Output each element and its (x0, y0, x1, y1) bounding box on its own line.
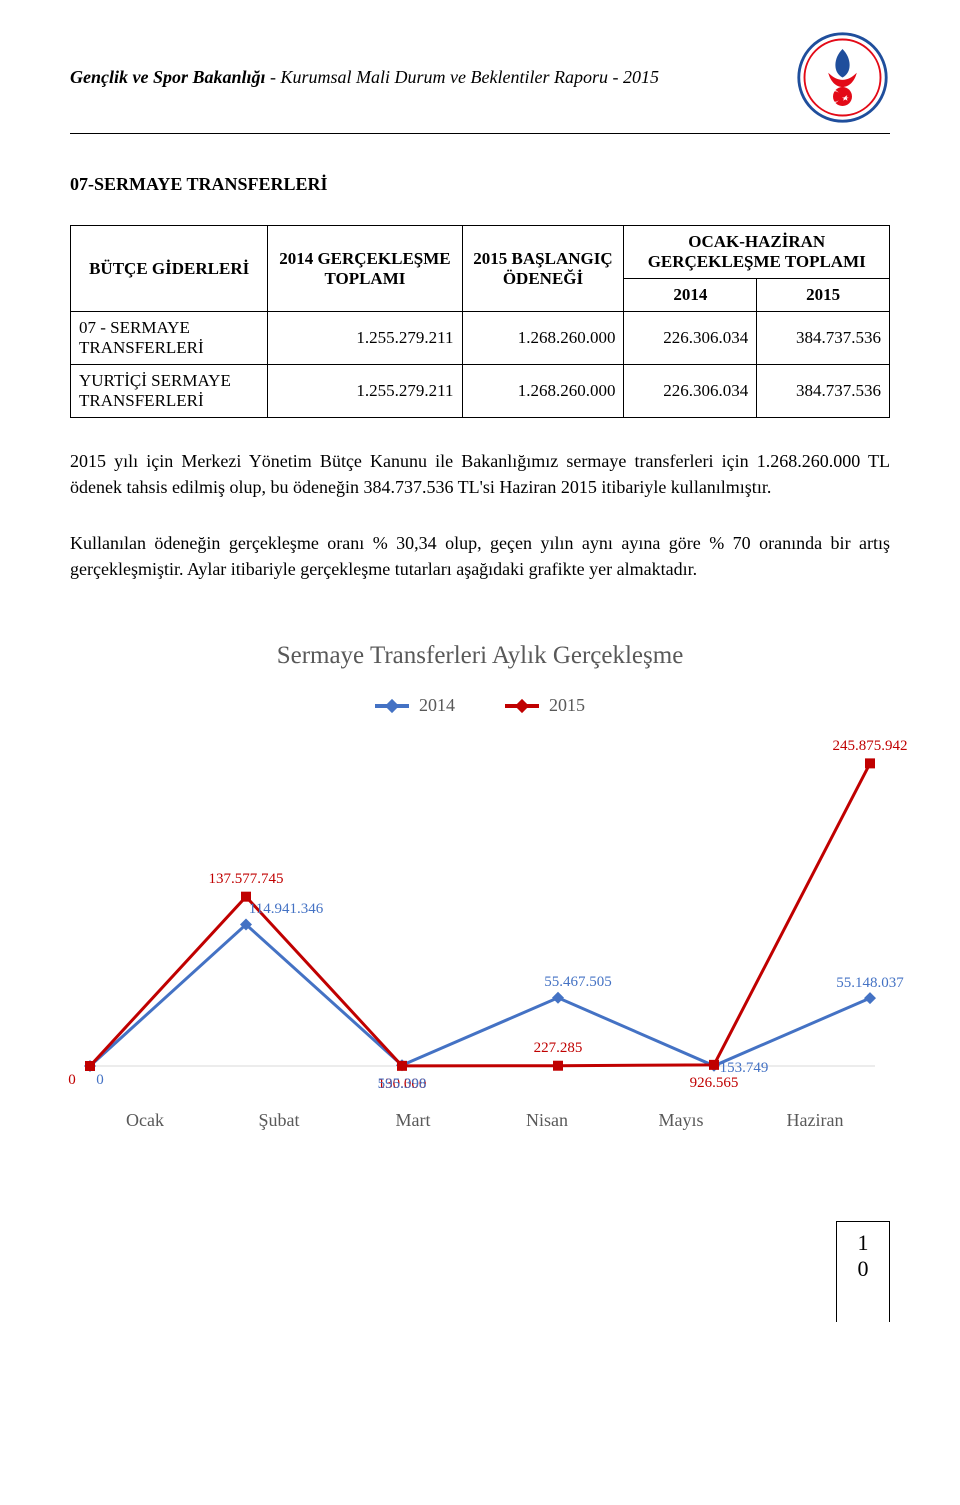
page-number-digit: 0 (837, 1256, 889, 1282)
report-name: - Kurumsal Mali Durum ve Beklentiler Rap… (266, 67, 659, 87)
cell-value: 384.737.536 (757, 365, 890, 418)
col-header-2014-toplami: 2014 GERÇEKLEŞME TOPLAMI (268, 226, 462, 312)
cell-value: 1.268.260.000 (462, 312, 624, 365)
page-header: Gençlik ve Spor Bakanlığı - Kurumsal Mal… (70, 30, 890, 125)
legend-label: 2014 (419, 695, 455, 716)
header-divider (70, 133, 890, 134)
chart-title: Sermaye Transferleri Aylık Gerçekleşme (70, 642, 890, 670)
col-header-giderleri: BÜTÇE GİDERLERİ (71, 226, 268, 312)
chart-data-label: 595.398 (378, 1076, 427, 1093)
chart-data-label: 137.577.745 (209, 871, 284, 888)
monthly-realization-chart: Sermaye Transferleri Aylık Gerçekleşme 2… (70, 642, 890, 1131)
x-axis-label: Mayıs (626, 1110, 736, 1131)
header-title: Gençlik ve Spor Bakanlığı - Kurumsal Mal… (70, 67, 659, 88)
chart-x-axis-labels: Ocak Şubat Mart Nisan Mayıs Haziran (90, 1110, 870, 1131)
x-axis-label: Ocak (90, 1110, 200, 1131)
cell-value: 1.255.279.211 (268, 312, 462, 365)
x-axis-label: Mart (358, 1110, 468, 1131)
table-row: YURTİÇİ SERMAYE TRANSFERLERİ 1.255.279.2… (71, 365, 890, 418)
page-number: 1 0 (836, 1221, 890, 1322)
body-paragraph: Kullanılan ödeneğin gerçekleşme oranı % … (70, 530, 890, 582)
x-axis-label: Haziran (760, 1110, 870, 1131)
legend-item-2014: 2014 (375, 695, 455, 716)
legend-label: 2015 (549, 695, 585, 716)
table-row: 07 - SERMAYE TRANSFERLERİ 1.255.279.211 … (71, 312, 890, 365)
section-title: 07-SERMAYE TRANSFERLERİ (70, 174, 890, 195)
chart-data-label: 55.148.037 (836, 975, 904, 992)
chart-data-label: 0 (68, 1072, 76, 1089)
x-axis-label: Nisan (492, 1110, 602, 1131)
col-header-ocak-haziran: OCAK-HAZİRAN GERÇEKLEŞME TOPLAMI (624, 226, 890, 279)
chart-data-label: 0 (96, 1072, 104, 1089)
chart-data-label: 153.749 (720, 1060, 769, 1077)
page-number-digit: 1 (837, 1230, 889, 1256)
ministry-name: Gençlik ve Spor Bakanlığı (70, 67, 266, 87)
chart-data-label: 926.565 (690, 1075, 739, 1092)
chart-canvas (70, 736, 890, 1076)
col-header-2014: 2014 (624, 279, 757, 312)
budget-table: BÜTÇE GİDERLERİ 2014 GERÇEKLEŞME TOPLAMI… (70, 225, 890, 418)
cell-value: 1.255.279.211 (268, 365, 462, 418)
cell-value: 384.737.536 (757, 312, 890, 365)
row-label: YURTİÇİ SERMAYE TRANSFERLERİ (71, 365, 268, 418)
row-label: 07 - SERMAYE TRANSFERLERİ (71, 312, 268, 365)
cell-value: 226.306.034 (624, 312, 757, 365)
legend-swatch-2015 (505, 704, 539, 708)
chart-data-label: 114.941.346 (249, 901, 323, 918)
cell-value: 226.306.034 (624, 365, 757, 418)
chart-data-label: 227.285 (534, 1040, 583, 1057)
chart-data-label: 55.467.505 (544, 974, 612, 991)
legend-item-2015: 2015 (505, 695, 585, 716)
col-header-2015-odenegi: 2015 BAŞLANGIÇ ÖDENEĞİ (462, 226, 624, 312)
cell-value: 1.268.260.000 (462, 365, 624, 418)
body-paragraph: 2015 yılı için Merkezi Yönetim Bütçe Kan… (70, 448, 890, 500)
chart-legend: 2014 2015 (70, 695, 890, 716)
col-header-2015: 2015 (757, 279, 890, 312)
x-axis-label: Şubat (224, 1110, 334, 1131)
chart-data-label: 245.875.942 (833, 738, 908, 755)
legend-swatch-2014 (375, 704, 409, 708)
ministry-logo-icon (795, 30, 890, 125)
